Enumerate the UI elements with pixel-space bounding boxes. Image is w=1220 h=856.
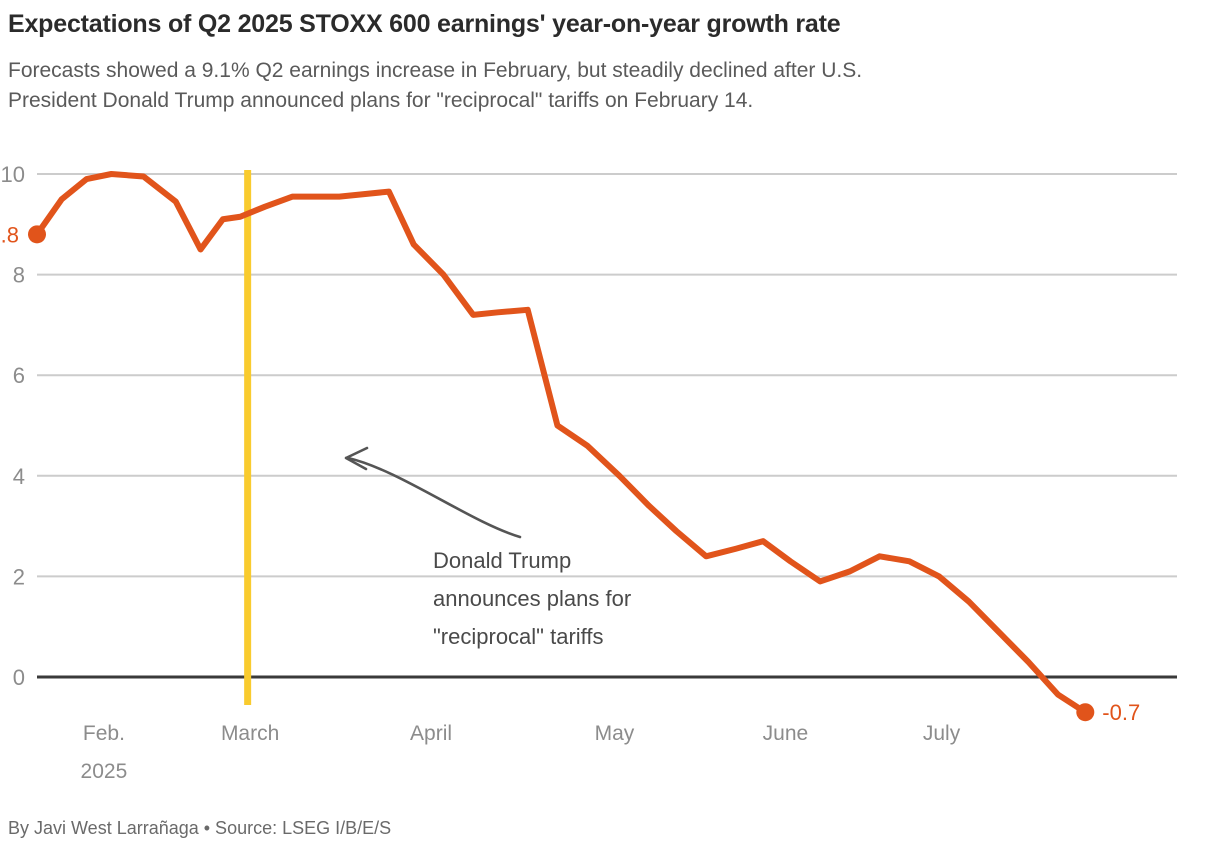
data-series-line [34,171,1089,716]
endpoint-markers: 8.8 -0.7 [0,222,1140,725]
subtitle-line-1: Forecasts showed a 9.1% Q2 earnings incr… [8,59,863,82]
end-point-marker [1076,703,1095,722]
x-tick-label: April [410,722,452,745]
annotation-text: Donald Trump announces plans for "reciproc… [433,548,631,649]
y-axis-tick-labels: 0 2 4 6 8 10 [1,162,25,690]
x-tick-label: Feb. [83,722,125,745]
start-point-label: 8.8 [0,222,19,247]
annotation-arrow-icon [344,446,522,539]
y-tick-label: 0 [13,665,25,690]
page-title: Expectations of Q2 2025 STOXX 600 earnin… [8,10,841,38]
subtitle-line-2: President Donald Trump announced plans f… [8,89,754,112]
x-axis-tick-labels: Feb. March April May June July 2025 [81,722,961,783]
y-tick-label: 8 [13,263,25,288]
x-tick-label: March [221,722,279,745]
arrow-curve [346,456,522,539]
gridlines-group [37,173,1177,578]
annotation-line: "reciprocal" tariffs [433,624,604,649]
y-tick-label: 10 [1,162,25,187]
arrow-head-icon [344,446,369,471]
page-subtitle: Forecasts showed a 9.1% Q2 earnings incr… [8,56,1208,116]
x-tick-sublabel-year: 2025 [81,760,128,783]
x-tick-label: July [923,722,961,745]
start-point-marker [28,225,46,244]
series-line [34,171,1089,716]
chart-svg: 0 2 4 6 8 10 8.8 -0.7 Donald Trump announces pl… [0,162,1177,783]
chart-credit: By Javi West Larrañaga • Source: LSEG I/… [8,818,392,838]
x-tick-label: June [763,722,809,745]
y-tick-label: 4 [13,464,25,489]
annotation-line: announces plans for [433,586,631,611]
x-tick-label: May [595,722,635,745]
y-tick-label: 2 [13,564,25,589]
end-point-label: -0.7 [1102,700,1140,725]
annotation-line: Donald Trump [433,548,571,573]
line-chart: 0 2 4 6 8 10 8.8 -0.7 Donald Trump announces pl… [0,140,1220,800]
y-tick-label: 6 [13,363,25,388]
